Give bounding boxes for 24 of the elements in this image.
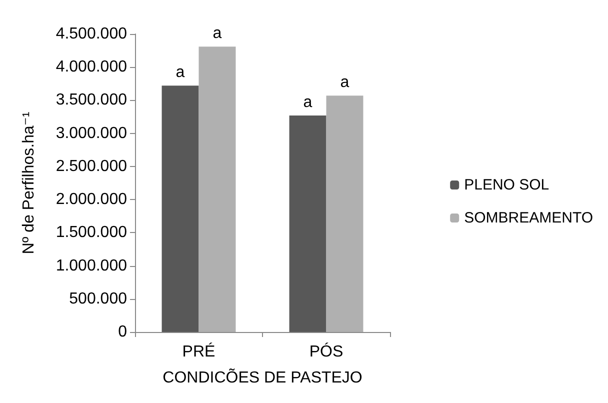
- bar: [198, 46, 236, 332]
- y-tick-label: 4.000.000: [56, 58, 128, 76]
- bar: [326, 96, 364, 332]
- data-label: a: [340, 74, 350, 92]
- bar: [289, 115, 326, 332]
- legend-label: PLENO SOL: [464, 176, 550, 194]
- x-tick-label: PÓS: [309, 342, 344, 360]
- y-axis-title: Nº de Perfilhos.ha⁻¹: [20, 112, 38, 254]
- y-tick-label: 3.500.000: [56, 92, 128, 109]
- x-axis-title: CONDICÕES DE PASTEJO: [162, 368, 362, 386]
- x-tick-label: PRÉ: [182, 342, 216, 360]
- y-tick-label: 0: [118, 324, 128, 340]
- y-tick-label: 4.500.000: [56, 26, 128, 42]
- bar: [162, 86, 199, 332]
- data-label: a: [212, 25, 222, 42]
- y-tick-label: 1.500.000: [56, 224, 128, 242]
- y-tick-label: 1.000.000: [56, 257, 128, 274]
- y-tick-label: 500.000: [69, 290, 128, 308]
- y-tick-label: 3.000.000: [56, 124, 128, 142]
- data-label: a: [176, 64, 185, 82]
- y-tick-label: 2.500.000: [56, 158, 128, 175]
- y-tick-label: 2.000.000: [56, 191, 128, 208]
- legend-label: SOMBREAMENTO: [464, 210, 593, 226]
- data-label: a: [303, 94, 312, 111]
